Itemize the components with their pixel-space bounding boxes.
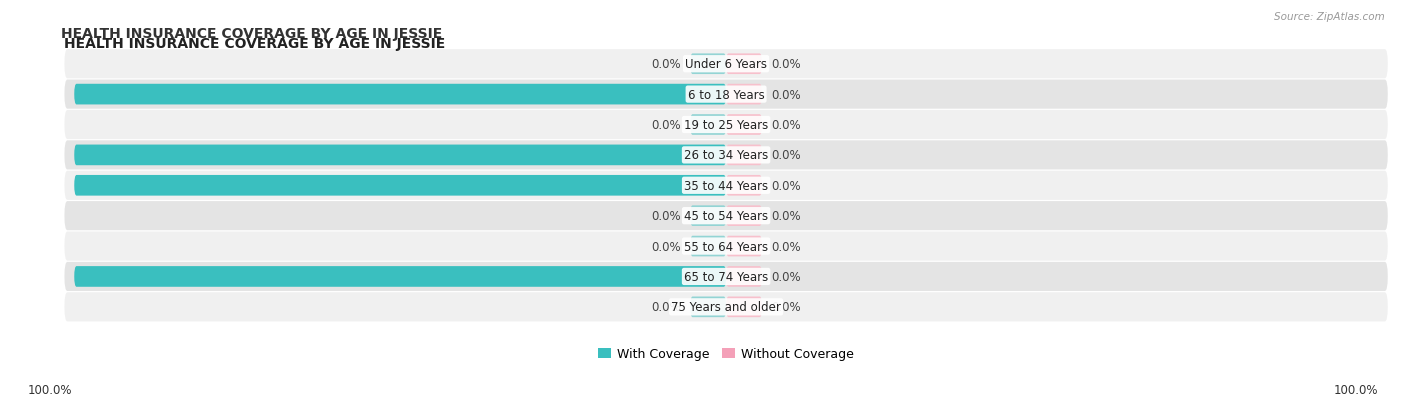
FancyBboxPatch shape	[65, 81, 1388, 109]
FancyBboxPatch shape	[690, 54, 725, 75]
FancyBboxPatch shape	[65, 232, 1388, 261]
Text: Source: ZipAtlas.com: Source: ZipAtlas.com	[1274, 12, 1385, 22]
Text: 100.0%: 100.0%	[15, 270, 65, 283]
Text: 100.0%: 100.0%	[15, 149, 65, 162]
Text: 0.0%: 0.0%	[651, 301, 681, 313]
Text: 0.0%: 0.0%	[651, 240, 681, 253]
Text: 0.0%: 0.0%	[772, 119, 801, 132]
Text: 45 to 54 Years: 45 to 54 Years	[685, 210, 768, 223]
FancyBboxPatch shape	[725, 236, 762, 257]
FancyBboxPatch shape	[65, 171, 1388, 200]
FancyBboxPatch shape	[725, 115, 762, 135]
Text: 0.0%: 0.0%	[772, 58, 801, 71]
Text: 0.0%: 0.0%	[651, 58, 681, 71]
FancyBboxPatch shape	[65, 202, 1388, 231]
Text: 0.0%: 0.0%	[772, 240, 801, 253]
Text: 75 Years and older: 75 Years and older	[671, 301, 782, 313]
Text: 19 to 25 Years: 19 to 25 Years	[683, 119, 768, 132]
FancyBboxPatch shape	[75, 85, 725, 105]
Text: 65 to 74 Years: 65 to 74 Years	[683, 270, 768, 283]
FancyBboxPatch shape	[690, 236, 725, 257]
FancyBboxPatch shape	[65, 262, 1388, 291]
FancyBboxPatch shape	[725, 85, 762, 105]
Text: 0.0%: 0.0%	[772, 210, 801, 223]
FancyBboxPatch shape	[75, 145, 725, 166]
FancyBboxPatch shape	[690, 206, 725, 226]
FancyBboxPatch shape	[75, 266, 725, 287]
FancyBboxPatch shape	[725, 54, 762, 75]
Text: 100.0%: 100.0%	[15, 179, 65, 192]
FancyBboxPatch shape	[65, 50, 1388, 79]
Text: Under 6 Years: Under 6 Years	[685, 58, 768, 71]
FancyBboxPatch shape	[725, 145, 762, 166]
Text: 35 to 44 Years: 35 to 44 Years	[685, 179, 768, 192]
Text: 55 to 64 Years: 55 to 64 Years	[685, 240, 768, 253]
Text: 0.0%: 0.0%	[772, 270, 801, 283]
FancyBboxPatch shape	[725, 297, 762, 318]
Legend: With Coverage, Without Coverage: With Coverage, Without Coverage	[593, 342, 859, 365]
Text: 6 to 18 Years: 6 to 18 Years	[688, 88, 765, 101]
Text: 100.0%: 100.0%	[15, 88, 65, 101]
FancyBboxPatch shape	[690, 297, 725, 318]
Text: 0.0%: 0.0%	[651, 119, 681, 132]
Text: 0.0%: 0.0%	[651, 210, 681, 223]
Text: 100.0%: 100.0%	[1333, 384, 1378, 396]
Text: 0.0%: 0.0%	[772, 149, 801, 162]
FancyBboxPatch shape	[725, 206, 762, 226]
Text: HEALTH INSURANCE COVERAGE BY AGE IN JESSIE: HEALTH INSURANCE COVERAGE BY AGE IN JESS…	[65, 37, 446, 51]
FancyBboxPatch shape	[75, 176, 725, 196]
FancyBboxPatch shape	[690, 115, 725, 135]
Text: 26 to 34 Years: 26 to 34 Years	[683, 149, 768, 162]
FancyBboxPatch shape	[65, 141, 1388, 170]
Text: 0.0%: 0.0%	[772, 179, 801, 192]
Text: 100.0%: 100.0%	[28, 384, 73, 396]
FancyBboxPatch shape	[65, 111, 1388, 140]
FancyBboxPatch shape	[65, 292, 1388, 322]
FancyBboxPatch shape	[725, 266, 762, 287]
Text: 0.0%: 0.0%	[772, 301, 801, 313]
FancyBboxPatch shape	[725, 176, 762, 196]
Text: 0.0%: 0.0%	[772, 88, 801, 101]
Text: HEALTH INSURANCE COVERAGE BY AGE IN JESSIE: HEALTH INSURANCE COVERAGE BY AGE IN JESS…	[62, 27, 443, 41]
